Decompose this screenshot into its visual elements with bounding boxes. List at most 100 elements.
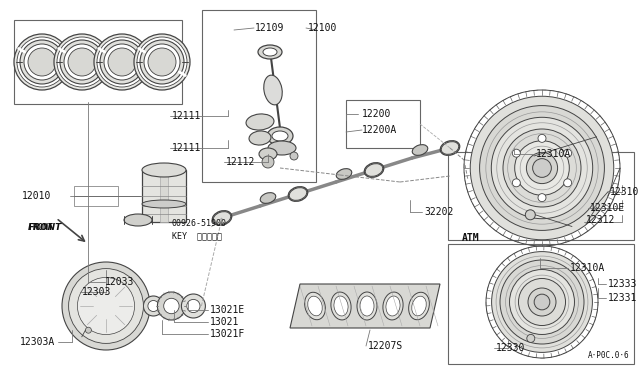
Text: 13021: 13021 (210, 317, 239, 327)
Text: 12111: 12111 (172, 143, 202, 153)
Ellipse shape (289, 187, 307, 201)
Text: 12100: 12100 (308, 23, 337, 33)
Text: 12312: 12312 (586, 215, 616, 225)
Bar (202, 10, 316, 182)
Circle shape (564, 149, 572, 157)
Circle shape (513, 149, 520, 157)
Circle shape (534, 294, 550, 310)
Circle shape (82, 282, 130, 330)
Circle shape (526, 153, 557, 184)
Ellipse shape (142, 163, 186, 177)
Circle shape (20, 40, 64, 84)
Text: 12331: 12331 (608, 293, 637, 303)
Bar (160, 170, 168, 222)
Circle shape (538, 134, 546, 142)
Circle shape (525, 210, 535, 220)
Circle shape (144, 44, 180, 80)
Circle shape (515, 141, 570, 195)
Ellipse shape (258, 45, 282, 59)
Text: ATM: ATM (462, 233, 479, 243)
Circle shape (492, 251, 593, 352)
Circle shape (470, 96, 614, 240)
Ellipse shape (259, 148, 277, 160)
Ellipse shape (246, 114, 274, 130)
Circle shape (157, 292, 186, 320)
Circle shape (97, 37, 147, 87)
Circle shape (85, 327, 92, 333)
Text: FRONT: FRONT (28, 224, 62, 232)
Ellipse shape (308, 296, 323, 316)
Text: 12109: 12109 (255, 23, 284, 33)
Circle shape (528, 288, 556, 316)
Circle shape (137, 37, 187, 87)
Circle shape (290, 152, 298, 160)
Circle shape (262, 156, 274, 168)
Ellipse shape (365, 164, 383, 176)
Ellipse shape (124, 214, 152, 226)
Ellipse shape (441, 142, 459, 154)
Text: FRONT: FRONT (28, 224, 53, 232)
Circle shape (134, 34, 190, 90)
Circle shape (532, 158, 552, 177)
Circle shape (57, 37, 107, 87)
Circle shape (77, 278, 134, 334)
Circle shape (148, 301, 159, 311)
Text: 12310A: 12310A (536, 149, 572, 159)
Bar (14, 20, 182, 104)
Ellipse shape (212, 211, 232, 225)
Circle shape (104, 44, 140, 80)
Ellipse shape (336, 169, 352, 179)
Circle shape (518, 279, 566, 326)
Ellipse shape (305, 292, 325, 320)
Bar (448, 244, 634, 364)
Circle shape (492, 117, 593, 219)
Circle shape (68, 48, 96, 76)
Circle shape (538, 194, 546, 202)
Circle shape (564, 179, 572, 187)
Circle shape (68, 269, 143, 343)
Circle shape (14, 34, 70, 90)
Text: 12310A: 12310A (570, 263, 605, 273)
Circle shape (500, 260, 584, 344)
Ellipse shape (272, 131, 288, 141)
Text: 12033: 12033 (105, 277, 134, 287)
Ellipse shape (268, 141, 296, 155)
Ellipse shape (288, 187, 308, 201)
Circle shape (479, 106, 604, 230)
Bar (346, 100, 420, 148)
Circle shape (513, 179, 520, 187)
Text: 12333: 12333 (608, 279, 637, 289)
Circle shape (503, 129, 581, 207)
Text: KEY  キー（１）: KEY キー（１） (172, 231, 222, 241)
Ellipse shape (386, 296, 400, 316)
Text: 13021E: 13021E (210, 305, 245, 315)
Text: 12310E: 12310E (590, 203, 625, 213)
Ellipse shape (142, 200, 186, 208)
Ellipse shape (264, 75, 282, 105)
Text: 12207S: 12207S (368, 341, 403, 351)
Text: 12303: 12303 (82, 287, 111, 297)
Bar (74, 186, 118, 206)
Ellipse shape (331, 292, 351, 320)
Circle shape (62, 262, 150, 350)
Text: A·P0C.0·6: A·P0C.0·6 (588, 352, 630, 360)
Circle shape (181, 294, 205, 318)
Text: 12330: 12330 (496, 343, 525, 353)
Circle shape (143, 296, 163, 316)
Circle shape (527, 334, 535, 342)
Ellipse shape (383, 292, 403, 320)
Circle shape (148, 48, 176, 76)
Circle shape (60, 40, 104, 84)
Ellipse shape (440, 141, 460, 155)
Ellipse shape (249, 131, 271, 145)
Bar (448, 152, 634, 240)
Circle shape (64, 44, 100, 80)
Text: 12310: 12310 (610, 187, 639, 197)
Text: 12010: 12010 (22, 191, 51, 201)
Ellipse shape (357, 292, 377, 320)
Ellipse shape (260, 193, 276, 203)
Circle shape (54, 34, 110, 90)
Ellipse shape (267, 127, 293, 145)
Ellipse shape (213, 212, 231, 224)
Circle shape (17, 37, 67, 87)
